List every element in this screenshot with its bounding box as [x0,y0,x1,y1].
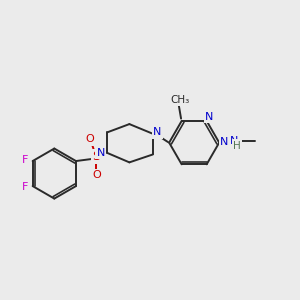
Text: H: H [233,141,241,151]
Text: O: O [85,134,94,144]
Text: O: O [92,170,101,180]
Text: S: S [92,150,101,163]
Text: N: N [153,127,161,137]
Text: F: F [22,155,28,165]
Text: N: N [97,148,105,158]
Text: F: F [22,182,28,192]
Text: N: N [230,136,238,146]
Text: N: N [220,137,229,147]
Text: N: N [205,112,213,122]
Text: CH₃: CH₃ [170,95,189,105]
